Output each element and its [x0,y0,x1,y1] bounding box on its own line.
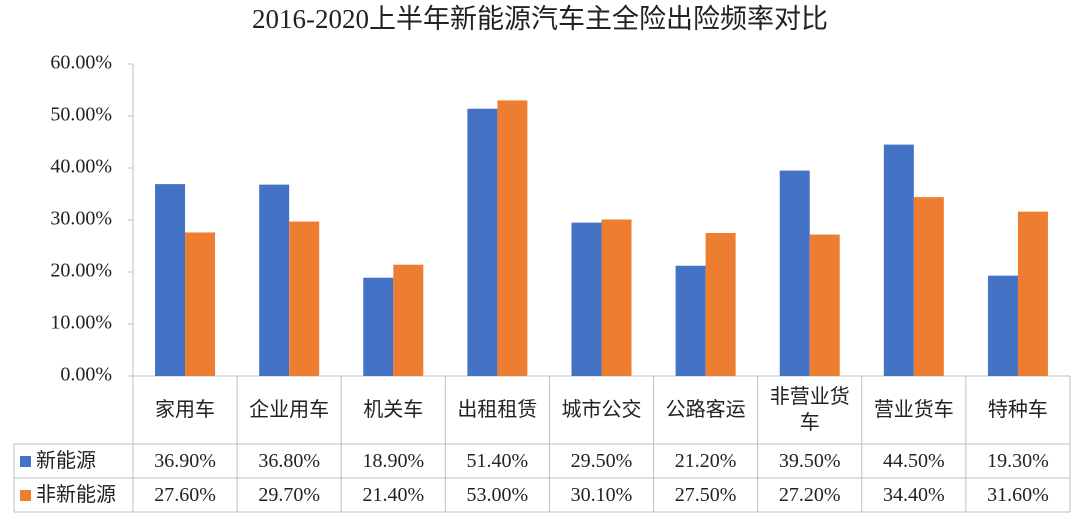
bar [779,170,810,376]
legend-item: 新能源 [14,444,133,478]
value-label: 30.10% [570,484,633,506]
value-label: 36.80% [258,450,320,472]
category-label: 机关车 [363,399,424,421]
value-label: 27.60% [154,484,216,506]
value-label: 34.40% [882,484,945,506]
bar [393,264,424,376]
bar [363,277,394,376]
bar [289,221,320,376]
value-label: 19.30% [987,450,1049,472]
category-label: 营业货车 [873,399,954,421]
value-label: 21.40% [362,484,425,506]
category-label: 家用车 [155,399,216,421]
bar [467,108,498,376]
bar [601,219,632,376]
y-tick-label: 30.00% [50,208,112,230]
y-tick-label: 20.00% [50,260,112,282]
y-tick-label: 40.00% [50,156,112,178]
bar [259,184,290,376]
y-tick-label: 0.00% [60,364,112,386]
category-label: 城市公交 [561,399,642,421]
bar [913,197,944,376]
value-label: 27.50% [674,484,737,506]
legend-label: 非新能源 [36,484,116,506]
value-label: 29.70% [258,484,320,506]
legend-swatch [20,455,31,467]
category-label: 企业用车 [249,399,330,421]
value-label: 51.40% [466,450,529,472]
legend-item: 非新能源 [14,478,133,512]
category-label: 出租租赁 [457,399,538,421]
bar [809,234,840,376]
bar [1017,211,1048,376]
value-label: 39.50% [778,450,841,472]
chart-title: 2016-2020上半年新能源汽车主全险出险频率对比 [252,4,828,34]
value-label: 44.50% [882,450,945,472]
y-tick-label: 50.00% [50,104,112,126]
legend-swatch [20,489,31,501]
bar [571,222,602,376]
category-label: 非营业货车 [769,386,850,434]
category-label: 特种车 [987,399,1048,421]
bar [497,100,528,377]
bar [705,233,736,376]
y-tick-label: 60.00% [50,52,112,74]
legend-label: 新能源 [36,450,96,472]
value-label: 21.20% [674,450,737,472]
value-label: 36.90% [154,450,216,472]
bar [155,184,186,376]
value-label: 29.50% [570,450,633,472]
value-label: 53.00% [466,484,529,506]
bar [987,275,1018,376]
y-tick-label: 10.00% [50,312,112,334]
value-label: 31.60% [987,484,1049,506]
bar [675,265,706,376]
bar [185,232,216,376]
value-label: 18.90% [362,450,425,472]
bar [883,144,914,376]
category-label: 公路客运 [665,399,746,421]
value-label: 27.20% [778,484,841,506]
